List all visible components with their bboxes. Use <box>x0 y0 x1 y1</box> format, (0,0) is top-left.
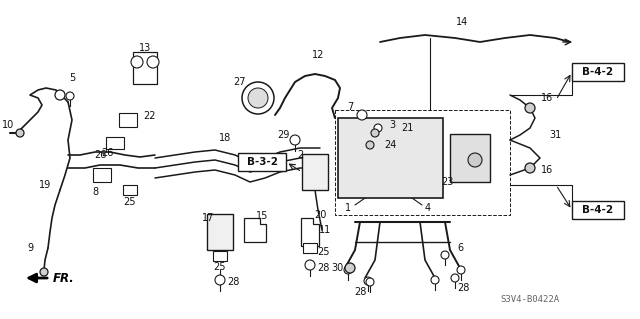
Circle shape <box>66 92 74 100</box>
Circle shape <box>242 82 274 114</box>
Text: 12: 12 <box>312 50 324 60</box>
Text: 16: 16 <box>541 165 553 175</box>
Bar <box>238 153 286 171</box>
Text: 27: 27 <box>234 77 246 87</box>
Text: 4: 4 <box>425 203 431 213</box>
Text: 14: 14 <box>456 17 468 27</box>
Circle shape <box>431 276 439 284</box>
Text: 25: 25 <box>124 197 136 207</box>
Bar <box>106 137 124 149</box>
Text: 5: 5 <box>69 73 75 83</box>
Bar <box>119 113 137 127</box>
Circle shape <box>215 275 225 285</box>
Text: B-3-2: B-3-2 <box>246 157 278 167</box>
Circle shape <box>441 251 449 259</box>
Bar <box>337 118 442 198</box>
Circle shape <box>374 124 382 132</box>
Text: 20: 20 <box>314 210 326 220</box>
Circle shape <box>344 266 352 274</box>
Bar <box>207 214 233 250</box>
Text: 19: 19 <box>39 180 51 190</box>
Bar <box>572 63 624 81</box>
Text: S3V4-B0422A: S3V4-B0422A <box>500 295 559 305</box>
Text: 11: 11 <box>319 225 331 235</box>
Circle shape <box>366 141 374 149</box>
Text: 2: 2 <box>297 150 303 160</box>
Text: 29: 29 <box>277 130 289 140</box>
Text: 28: 28 <box>317 263 329 273</box>
Circle shape <box>248 88 268 108</box>
Text: 28: 28 <box>354 287 366 297</box>
Text: 31: 31 <box>549 130 561 140</box>
Text: 17: 17 <box>202 213 214 223</box>
Polygon shape <box>244 218 266 242</box>
Circle shape <box>40 268 48 276</box>
Text: 21: 21 <box>401 123 413 133</box>
Text: 9: 9 <box>27 243 33 253</box>
Circle shape <box>305 260 315 270</box>
Text: 22: 22 <box>144 111 156 121</box>
Text: B-4-2: B-4-2 <box>582 67 614 77</box>
Text: 18: 18 <box>219 133 231 143</box>
Text: 16: 16 <box>541 93 553 103</box>
Text: 8: 8 <box>92 187 98 197</box>
Text: 28: 28 <box>227 277 239 287</box>
Polygon shape <box>301 218 319 246</box>
Circle shape <box>147 56 159 68</box>
Bar <box>133 52 157 84</box>
Text: 3: 3 <box>389 120 395 130</box>
Circle shape <box>290 135 300 145</box>
Circle shape <box>345 263 355 273</box>
Bar <box>303 243 317 253</box>
Text: 26: 26 <box>101 148 113 158</box>
Text: FR.: FR. <box>53 271 75 285</box>
Circle shape <box>451 274 459 282</box>
Text: 28: 28 <box>457 283 469 293</box>
Text: 13: 13 <box>139 43 151 53</box>
Circle shape <box>468 153 482 167</box>
Circle shape <box>371 129 379 137</box>
Text: 25: 25 <box>214 262 227 272</box>
Bar <box>302 154 328 190</box>
Circle shape <box>366 278 374 286</box>
Text: 7: 7 <box>347 102 353 112</box>
Circle shape <box>525 103 535 113</box>
Bar <box>123 185 137 195</box>
Text: 1: 1 <box>345 203 351 213</box>
Text: B-4-2: B-4-2 <box>582 205 614 215</box>
Bar <box>572 201 624 219</box>
Bar <box>93 168 111 182</box>
Text: 6: 6 <box>457 243 463 253</box>
Circle shape <box>364 277 372 285</box>
Circle shape <box>357 110 367 120</box>
Text: 30: 30 <box>331 263 343 273</box>
Circle shape <box>131 56 143 68</box>
Text: 26: 26 <box>94 150 106 160</box>
Text: 24: 24 <box>384 140 396 150</box>
Text: 25: 25 <box>317 247 329 257</box>
Circle shape <box>525 163 535 173</box>
Circle shape <box>457 266 465 274</box>
Text: 15: 15 <box>256 211 268 221</box>
Circle shape <box>55 90 65 100</box>
Bar <box>450 134 490 182</box>
Text: 23: 23 <box>441 177 453 187</box>
Circle shape <box>16 129 24 137</box>
Bar <box>213 251 227 261</box>
Text: 10: 10 <box>2 120 14 130</box>
